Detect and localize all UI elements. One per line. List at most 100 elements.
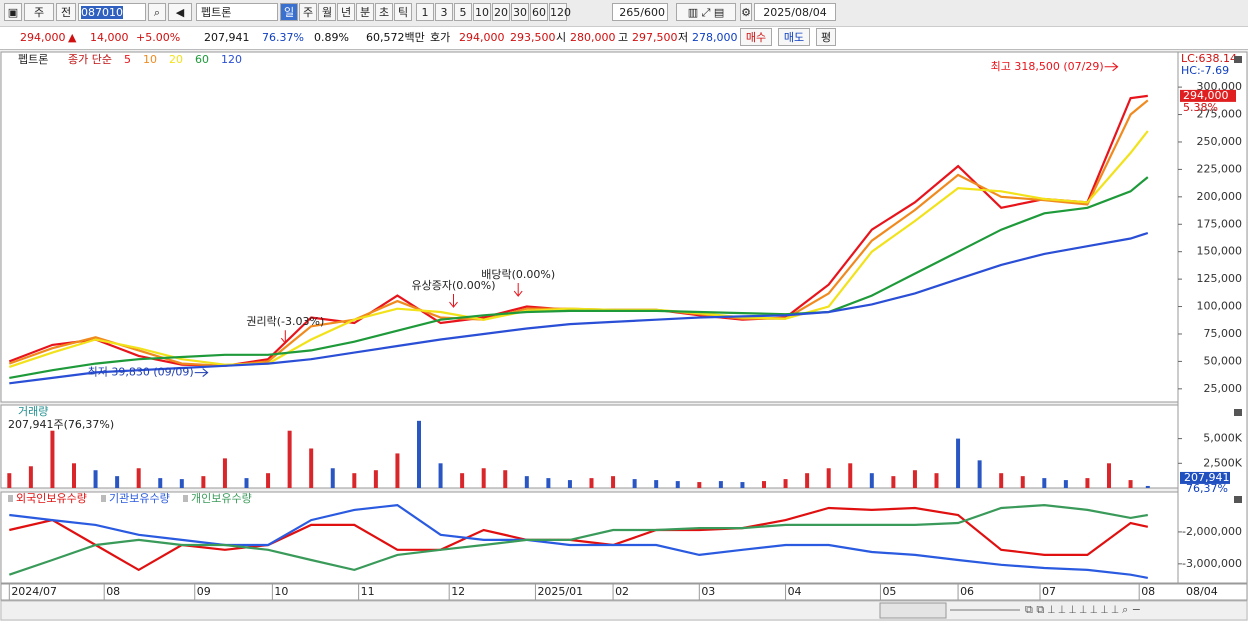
volume: 207,941: [204, 31, 250, 44]
legend-entry: 10: [143, 53, 157, 66]
volume-bar: [352, 473, 357, 488]
x-tick-label: 07: [1042, 585, 1056, 598]
legend-entry: 60: [195, 53, 209, 66]
prev-button[interactable]: 전: [56, 3, 76, 21]
volume-bar: [956, 438, 961, 488]
volume-bar: [934, 473, 939, 488]
series-line: [9, 231, 1149, 385]
legend-entry: 개인보유수량: [191, 492, 252, 505]
volume-bar: [481, 468, 486, 488]
settings-icon[interactable]: ⚙: [740, 3, 752, 21]
last-change-label: 5.38%: [1183, 101, 1218, 114]
panel-close: [1234, 56, 1242, 63]
volume-bar: [589, 478, 594, 488]
menu-icon[interactable]: ▣: [4, 3, 22, 21]
volume-bar: [244, 478, 249, 488]
interval-button[interactable]: 1: [416, 3, 434, 21]
legend-entry: 기관보유수량: [109, 492, 170, 505]
date-field[interactable]: 2025/08/04: [754, 3, 836, 21]
series-line: [9, 503, 1149, 579]
period-button[interactable]: 분: [356, 3, 374, 21]
volume-bar: [654, 480, 659, 488]
ask: 294,000: [459, 31, 505, 44]
period-button[interactable]: 주: [299, 3, 317, 21]
volume-bar: [524, 476, 529, 488]
y-tick-label: -2,000,000: [1182, 525, 1242, 538]
x-tick-label: 08: [1141, 585, 1155, 598]
x-tick-label: 04: [788, 585, 802, 598]
legend-title: 펩트론: [18, 53, 48, 66]
y-tick-label: 75,000: [1204, 327, 1243, 340]
sell-button[interactable]: 매도: [778, 28, 810, 46]
tool-icons[interactable]: ▥ ⤢ ▤: [676, 3, 736, 21]
quote-bar: 294,000 ▲ 14,000 +5.00% 207,941 76.37% 0…: [0, 27, 1248, 50]
y-tick-label: 175,000: [1197, 217, 1243, 230]
volume-bar: [1107, 463, 1111, 488]
volume-bar: [675, 481, 680, 488]
sound-button[interactable]: ◀: [168, 3, 192, 21]
count: 265: [619, 6, 641, 19]
volume-bar: [438, 463, 443, 488]
interval-button[interactable]: 3: [435, 3, 453, 21]
end-date-label: 08/04: [1186, 585, 1218, 598]
volume-bar: [697, 482, 702, 488]
volume-bar: [309, 448, 314, 488]
annotation: 최저 39,830 (09/09): [88, 366, 194, 379]
count-field[interactable]: 265/600: [612, 3, 668, 21]
period-select[interactable]: 주: [24, 3, 54, 21]
volume-bar: [567, 480, 572, 488]
code-input[interactable]: 087010: [78, 3, 146, 21]
volume-bar: [460, 473, 465, 488]
price: 294,000: [20, 31, 66, 44]
chart-area: 25,000 50,000 75,000 100,000 125,000 150,000 1…: [0, 51, 1248, 621]
y-tick-label: 125,000: [1197, 272, 1243, 285]
annotation: 최고 318,500 (07/29): [991, 60, 1104, 73]
volume-bar: [136, 468, 141, 488]
low: 278,000: [692, 31, 738, 44]
y-tick-label: 25,000: [1204, 382, 1243, 395]
interval-button[interactable]: 10: [473, 3, 491, 21]
x-tick-label: 11: [361, 585, 375, 598]
interval-button[interactable]: 120: [549, 3, 571, 21]
legend-entry: 5: [124, 53, 131, 66]
buy-button[interactable]: 매수: [740, 28, 772, 46]
volume-bar: [179, 479, 184, 488]
y-tick-label: -3,000,000: [1182, 557, 1242, 570]
y-tick-label: 200,000: [1197, 190, 1243, 203]
volume-bar: [503, 470, 508, 488]
interval-button[interactable]: 30: [511, 3, 529, 21]
date-axis: [0, 583, 1248, 601]
annotation-arrow: [449, 294, 458, 308]
change: 14,000: [90, 31, 129, 44]
volume-bar: [417, 420, 421, 488]
period-button[interactable]: 월: [318, 3, 336, 21]
sign: ▲: [68, 31, 77, 44]
interval-button[interactable]: 20: [492, 3, 510, 21]
volume-bar: [912, 470, 917, 488]
volume-bar: [891, 476, 896, 488]
name-field[interactable]: 펩트론: [196, 3, 278, 21]
volume-bar: [395, 453, 400, 488]
period-button[interactable]: 일: [280, 3, 298, 21]
y-tick-label: 150,000: [1197, 245, 1243, 258]
volume-bar: [7, 473, 12, 488]
volume-bar: [826, 468, 831, 488]
annotation-arrow: [1104, 62, 1119, 72]
interval-button[interactable]: 5: [454, 3, 472, 21]
avg-button[interactable]: 평: [816, 28, 836, 46]
volume-bar: [222, 458, 227, 488]
y-tick-label: 2,500K: [1203, 456, 1242, 469]
volume-bar: [93, 470, 98, 488]
period-button[interactable]: 년: [337, 3, 355, 21]
interval-button[interactable]: 60: [530, 3, 548, 21]
annotation-arrow: [280, 330, 290, 345]
series-line: [8, 130, 1149, 368]
annotation: 유상증자(0.00%): [411, 279, 495, 292]
y-tick-label: 250,000: [1197, 135, 1243, 148]
legend-subtitle: 종가 단순: [68, 53, 112, 66]
period-button[interactable]: 틱: [394, 3, 412, 21]
period-button[interactable]: 초: [375, 3, 393, 21]
volume-bar: [632, 479, 637, 488]
series-line: [9, 506, 1149, 572]
search-button[interactable]: ⌕: [148, 3, 166, 21]
